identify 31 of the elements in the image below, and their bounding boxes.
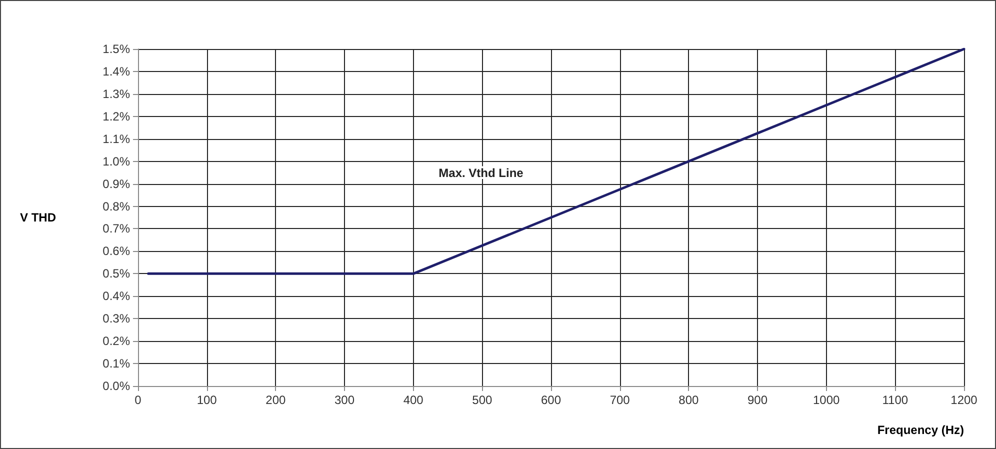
y-tick-label: 0.5% bbox=[102, 266, 130, 281]
y-tick-label: 1.1% bbox=[102, 132, 130, 146]
y-tick-label: 0.2% bbox=[102, 334, 130, 348]
y-tick-label: 1.0% bbox=[102, 154, 130, 168]
x-tick-label: 500 bbox=[472, 393, 492, 407]
y-tick-label: 0.9% bbox=[102, 176, 130, 191]
y-tick-label: 1.4% bbox=[102, 64, 130, 78]
y-tick-label: 1.2% bbox=[102, 109, 130, 124]
y-tick-label: 1.5% bbox=[102, 42, 130, 56]
x-tick-label: 900 bbox=[747, 393, 768, 407]
x-axis-title: Frequency (Hz) bbox=[877, 423, 964, 437]
x-tick-label: 600 bbox=[540, 393, 562, 407]
y-tick-label: 0.3% bbox=[102, 312, 130, 326]
x-tick-label: 0 bbox=[134, 393, 142, 407]
x-tick-label: 200 bbox=[266, 393, 286, 407]
x-tick-label: 1100 bbox=[882, 393, 908, 407]
x-tick-label: 1200 bbox=[950, 393, 978, 407]
y-tick-label: 0.1% bbox=[102, 356, 130, 371]
x-tick-label: 700 bbox=[610, 393, 630, 407]
x-tick-label: 1000 bbox=[812, 393, 840, 407]
x-tick-label: 800 bbox=[678, 393, 699, 407]
x-tick-label: 100 bbox=[196, 393, 218, 407]
x-tick-label: 300 bbox=[334, 393, 355, 407]
y-tick-label: 0.4% bbox=[102, 289, 130, 304]
x-tick-label: 400 bbox=[403, 393, 424, 407]
y-tick-label: 0.8% bbox=[102, 199, 130, 214]
y-tick-label: 0.0% bbox=[102, 379, 130, 393]
y-tick-label: 1.3% bbox=[102, 86, 130, 101]
y-tick-label: 0.7% bbox=[102, 222, 130, 236]
y-axis-title: V THD bbox=[20, 210, 56, 224]
y-tick-label: 0.6% bbox=[102, 244, 130, 258]
